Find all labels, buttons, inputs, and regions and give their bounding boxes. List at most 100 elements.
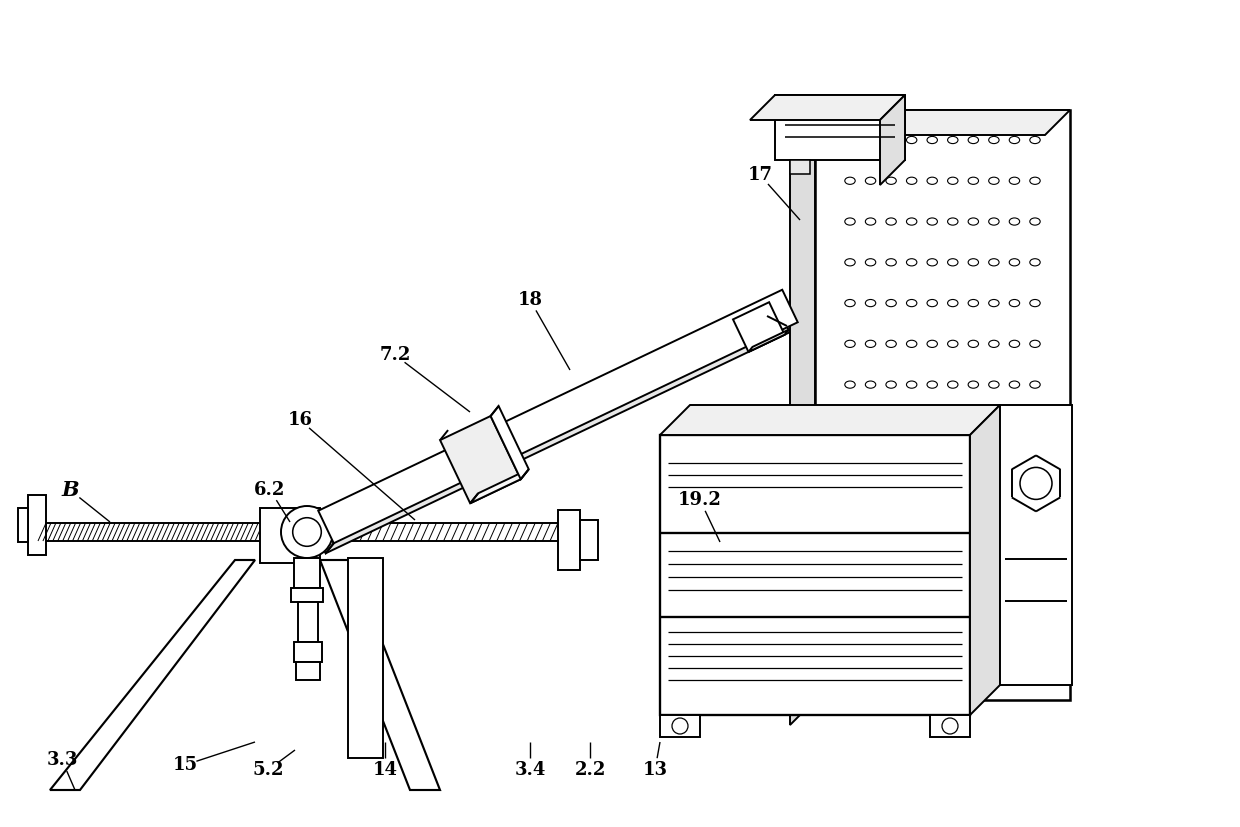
Ellipse shape xyxy=(1009,177,1019,184)
Bar xyxy=(348,558,383,758)
Ellipse shape xyxy=(947,259,959,266)
Text: 5.2: 5.2 xyxy=(252,761,284,779)
Ellipse shape xyxy=(906,462,916,470)
Polygon shape xyxy=(440,416,521,504)
Ellipse shape xyxy=(844,259,856,266)
Ellipse shape xyxy=(906,218,916,225)
Ellipse shape xyxy=(928,136,937,144)
Text: 2.2: 2.2 xyxy=(574,761,605,779)
Ellipse shape xyxy=(906,381,916,388)
Ellipse shape xyxy=(988,218,999,225)
Ellipse shape xyxy=(866,422,875,429)
Ellipse shape xyxy=(947,544,959,552)
Text: 13: 13 xyxy=(642,761,667,779)
Ellipse shape xyxy=(947,218,959,225)
Ellipse shape xyxy=(1009,544,1019,552)
Bar xyxy=(660,435,970,715)
Ellipse shape xyxy=(906,544,916,552)
Ellipse shape xyxy=(885,381,897,388)
Ellipse shape xyxy=(1029,462,1040,470)
Text: B: B xyxy=(61,480,79,500)
Ellipse shape xyxy=(1029,299,1040,307)
Ellipse shape xyxy=(928,667,937,674)
Ellipse shape xyxy=(968,504,978,510)
Ellipse shape xyxy=(947,340,959,347)
Ellipse shape xyxy=(885,626,897,633)
Ellipse shape xyxy=(866,667,875,674)
Ellipse shape xyxy=(1009,504,1019,510)
Bar xyxy=(291,588,322,602)
Text: 7.2: 7.2 xyxy=(379,346,410,364)
Ellipse shape xyxy=(928,504,937,510)
Ellipse shape xyxy=(928,462,937,470)
Ellipse shape xyxy=(1009,422,1019,429)
Ellipse shape xyxy=(988,299,999,307)
Ellipse shape xyxy=(1029,544,1040,552)
Ellipse shape xyxy=(1029,504,1040,510)
Ellipse shape xyxy=(885,259,897,266)
Polygon shape xyxy=(880,95,905,185)
Ellipse shape xyxy=(906,626,916,633)
Bar xyxy=(260,508,320,563)
Ellipse shape xyxy=(1009,626,1019,633)
Ellipse shape xyxy=(988,422,999,429)
Polygon shape xyxy=(970,405,999,715)
Bar xyxy=(558,510,580,570)
Ellipse shape xyxy=(885,504,897,510)
Ellipse shape xyxy=(885,218,897,225)
Circle shape xyxy=(672,718,688,734)
Polygon shape xyxy=(749,330,789,352)
Text: 14: 14 xyxy=(372,761,398,779)
Ellipse shape xyxy=(968,667,978,674)
Bar xyxy=(298,602,317,642)
Text: 17: 17 xyxy=(748,166,773,184)
Ellipse shape xyxy=(988,504,999,510)
Bar xyxy=(790,160,810,174)
Ellipse shape xyxy=(1009,218,1019,225)
Ellipse shape xyxy=(844,177,856,184)
Ellipse shape xyxy=(928,218,937,225)
Ellipse shape xyxy=(968,177,978,184)
Bar xyxy=(294,558,320,588)
Bar xyxy=(930,715,970,737)
Ellipse shape xyxy=(885,462,897,470)
Polygon shape xyxy=(750,95,905,120)
Ellipse shape xyxy=(1029,667,1040,674)
Ellipse shape xyxy=(968,136,978,144)
Ellipse shape xyxy=(844,626,856,633)
Polygon shape xyxy=(310,511,334,553)
Ellipse shape xyxy=(968,626,978,633)
Ellipse shape xyxy=(988,585,999,592)
Polygon shape xyxy=(319,289,797,543)
Ellipse shape xyxy=(844,381,856,388)
Ellipse shape xyxy=(1029,259,1040,266)
Ellipse shape xyxy=(1009,259,1019,266)
Ellipse shape xyxy=(968,259,978,266)
Polygon shape xyxy=(50,560,255,790)
Ellipse shape xyxy=(1029,585,1040,592)
Polygon shape xyxy=(790,110,1070,135)
Polygon shape xyxy=(491,406,528,479)
Ellipse shape xyxy=(885,422,897,429)
Ellipse shape xyxy=(947,504,959,510)
Ellipse shape xyxy=(885,544,897,552)
Ellipse shape xyxy=(947,136,959,144)
Ellipse shape xyxy=(988,667,999,674)
Ellipse shape xyxy=(844,422,856,429)
Circle shape xyxy=(281,506,334,558)
Ellipse shape xyxy=(947,381,959,388)
Polygon shape xyxy=(790,110,815,725)
Bar xyxy=(999,405,1073,685)
Ellipse shape xyxy=(1029,136,1040,144)
Ellipse shape xyxy=(866,544,875,552)
Polygon shape xyxy=(470,469,528,504)
Ellipse shape xyxy=(906,136,916,144)
Ellipse shape xyxy=(988,259,999,266)
Text: 18: 18 xyxy=(517,291,543,309)
Ellipse shape xyxy=(988,462,999,470)
Ellipse shape xyxy=(844,585,856,592)
Ellipse shape xyxy=(906,422,916,429)
Ellipse shape xyxy=(1029,218,1040,225)
Circle shape xyxy=(1021,467,1052,500)
Ellipse shape xyxy=(1009,381,1019,388)
